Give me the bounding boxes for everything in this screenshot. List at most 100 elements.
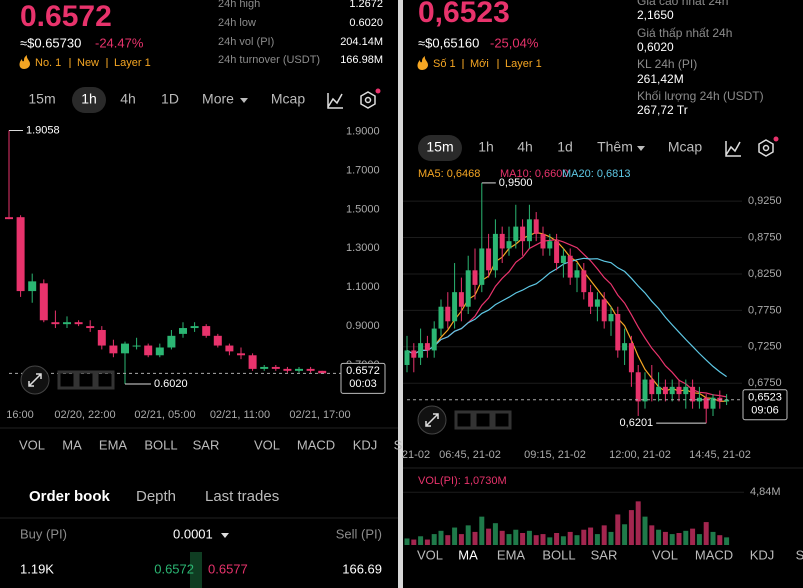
candle-body bbox=[167, 335, 176, 348]
stat-label: KL 24h (PI) bbox=[637, 57, 697, 71]
candle-body bbox=[560, 255, 566, 264]
ask-price: 0.6577 bbox=[208, 561, 248, 576]
settings-icon[interactable] bbox=[360, 91, 376, 109]
volume-bar bbox=[404, 538, 410, 545]
candle-body bbox=[486, 248, 492, 271]
candle-body bbox=[5, 217, 13, 220]
candle-body bbox=[499, 233, 505, 249]
price-step[interactable]: 0.0001 bbox=[173, 526, 213, 541]
candle-body bbox=[458, 292, 464, 307]
candle-body bbox=[121, 343, 129, 354]
dropdown-arrow bbox=[240, 98, 248, 103]
timeframe[interactable]: 1h bbox=[81, 91, 97, 107]
volume-bar bbox=[724, 537, 730, 545]
volume-bar bbox=[554, 533, 560, 545]
timeframe[interactable]: 15m bbox=[426, 139, 453, 155]
candle-body bbox=[86, 326, 95, 329]
indicator[interactable]: VOL bbox=[417, 547, 443, 562]
timeframe[interactable]: Mcap bbox=[668, 139, 702, 155]
candle-body bbox=[16, 217, 25, 292]
tag: Số 1 bbox=[433, 58, 456, 70]
candle-body bbox=[513, 226, 519, 242]
candle-body bbox=[506, 241, 512, 249]
stat-label: 24h low bbox=[218, 17, 256, 29]
x-tick-label: 02/21, 05:00 bbox=[134, 409, 195, 421]
buy-amount: 1.19K bbox=[20, 561, 54, 576]
indicator[interactable]: MA bbox=[458, 547, 478, 562]
candle-body bbox=[581, 270, 587, 293]
candle-body bbox=[676, 386, 682, 395]
low-label: 0.6020 bbox=[154, 378, 188, 390]
volume-bar bbox=[411, 539, 417, 545]
timeframe[interactable]: Thêm bbox=[597, 139, 633, 155]
countdown: 09:06 bbox=[751, 405, 779, 417]
candle-body bbox=[97, 329, 106, 346]
indicator[interactable]: VOL bbox=[254, 437, 280, 452]
timeframe[interactable]: Mcap bbox=[271, 91, 305, 107]
x-tick-label: 02/21, 17:00 bbox=[289, 409, 350, 421]
candle-body bbox=[144, 345, 153, 356]
countdown: 00:03 bbox=[349, 378, 377, 390]
indicator[interactable]: VOL bbox=[652, 547, 678, 562]
tab[interactable]: Last trades bbox=[205, 488, 279, 505]
candle-body bbox=[540, 233, 546, 249]
indicator-icon[interactable] bbox=[327, 93, 343, 109]
indicator[interactable]: MACD bbox=[695, 547, 733, 562]
volume-bar bbox=[445, 535, 451, 545]
volume-bar bbox=[588, 527, 594, 545]
ma-legend: MA5: 0,6468 bbox=[418, 168, 480, 180]
volume-bar bbox=[506, 534, 512, 545]
candle-body bbox=[594, 299, 600, 307]
tag: New bbox=[77, 57, 99, 69]
indicator[interactable]: SAR bbox=[193, 437, 220, 452]
candle-body bbox=[472, 270, 478, 285]
settings-icon[interactable] bbox=[758, 139, 774, 157]
volume-bar bbox=[608, 531, 614, 545]
timeframe[interactable]: 1D bbox=[161, 91, 179, 107]
timeframe[interactable]: 4h bbox=[517, 139, 533, 155]
candle-body bbox=[615, 314, 621, 351]
candle-body bbox=[295, 368, 303, 371]
indicator[interactable]: EMA bbox=[99, 437, 128, 452]
indicator[interactable]: S bbox=[394, 437, 403, 452]
high-label: 1.9058 bbox=[26, 124, 60, 136]
timeframe[interactable]: More bbox=[202, 91, 234, 107]
indicator[interactable]: BOLL bbox=[542, 547, 575, 562]
last-price-box bbox=[742, 389, 788, 421]
stat-label: 24h high bbox=[218, 0, 260, 10]
watermark bbox=[492, 410, 512, 430]
indicator[interactable]: S bbox=[796, 547, 803, 562]
stat-label: Giá thấp nhất 24h bbox=[637, 26, 732, 40]
stat-value: 267,72 Tr bbox=[637, 103, 688, 117]
indicator[interactable]: KDJ bbox=[353, 437, 378, 452]
tab[interactable]: Order book bbox=[29, 488, 111, 505]
indicator[interactable]: KDJ bbox=[750, 547, 775, 562]
timeframe[interactable]: 1d bbox=[557, 139, 573, 155]
indicator[interactable]: SAR bbox=[591, 547, 618, 562]
active-timeframe bbox=[72, 87, 106, 113]
timeframe[interactable]: 4h bbox=[120, 91, 136, 107]
indicator[interactable]: MACD bbox=[297, 437, 335, 452]
ma-legend: MA10: 0,6600 bbox=[500, 168, 569, 180]
bid-price: 0.6572 bbox=[154, 561, 194, 576]
timeframe[interactable]: 15m bbox=[28, 91, 55, 107]
y-tick-label: 0,6750 bbox=[748, 377, 782, 389]
tab[interactable]: Depth bbox=[136, 488, 176, 505]
candle-body bbox=[608, 314, 614, 322]
indicator[interactable]: BOLL bbox=[144, 437, 177, 452]
indicator-icon[interactable] bbox=[725, 141, 741, 157]
candle-body bbox=[51, 322, 60, 325]
price: 0,6523 bbox=[418, 0, 510, 29]
watermark bbox=[76, 370, 96, 390]
indicator[interactable]: EMA bbox=[497, 547, 526, 562]
column-header: Buy (PI) bbox=[20, 526, 67, 541]
indicator[interactable]: VOL bbox=[19, 437, 45, 452]
candle-body bbox=[554, 241, 560, 264]
candle-body bbox=[588, 292, 594, 307]
candle-body bbox=[202, 326, 211, 336]
volume-bar bbox=[438, 530, 444, 545]
timeframe[interactable]: 1h bbox=[478, 139, 494, 155]
indicator[interactable]: MA bbox=[62, 437, 82, 452]
volume-bar bbox=[424, 539, 430, 545]
